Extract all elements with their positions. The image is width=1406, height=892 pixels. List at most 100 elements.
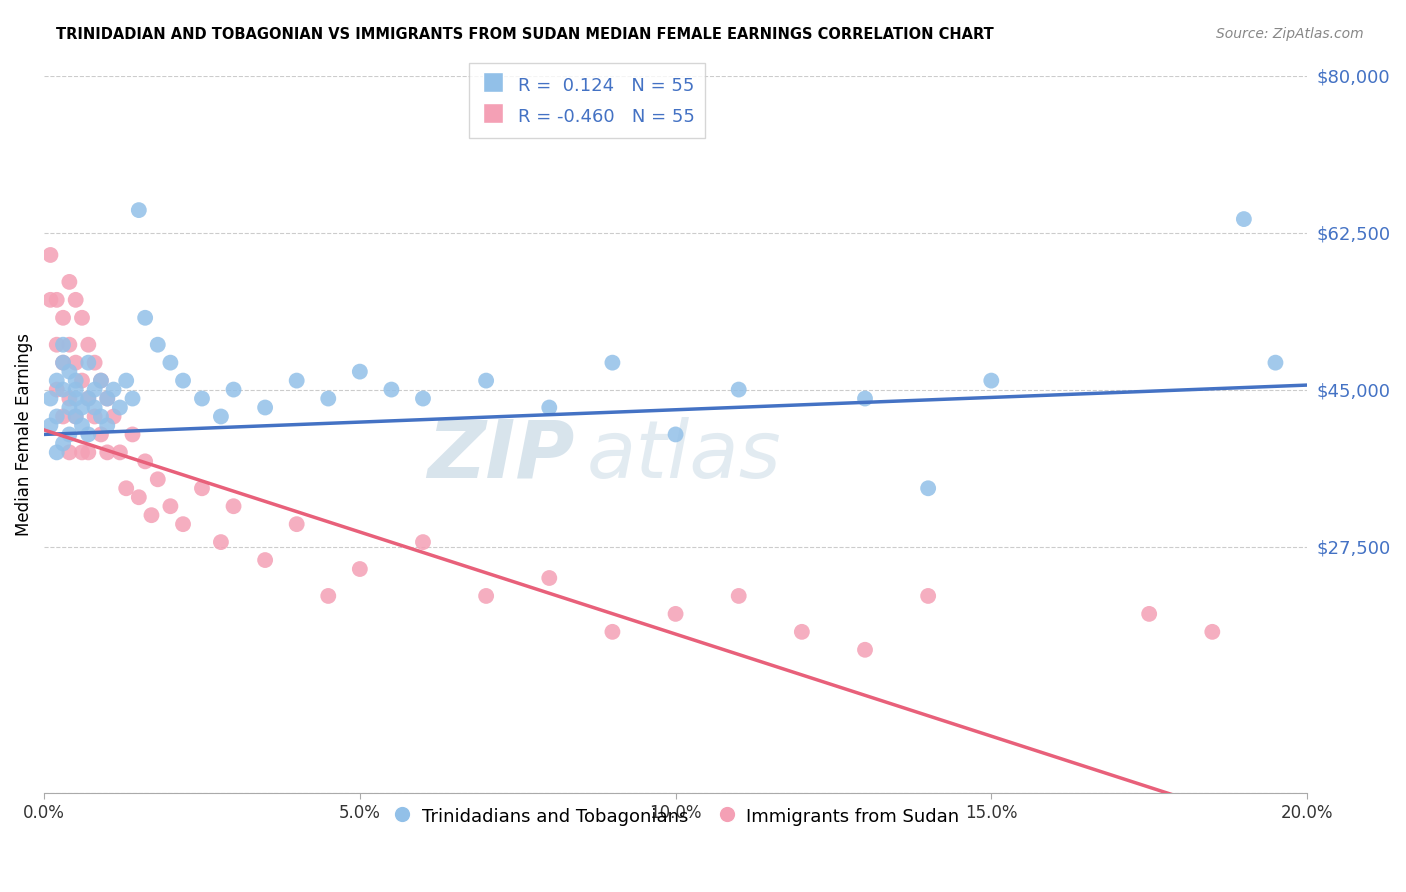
Point <box>191 392 214 406</box>
Point <box>412 392 434 406</box>
Point <box>90 374 112 388</box>
Point <box>349 562 371 576</box>
Point <box>52 356 75 370</box>
Point <box>77 337 100 351</box>
Point <box>538 571 561 585</box>
Point <box>134 454 156 468</box>
Text: TRINIDADIAN AND TOBAGONIAN VS IMMIGRANTS FROM SUDAN MEDIAN FEMALE EARNINGS CORRE: TRINIDADIAN AND TOBAGONIAN VS IMMIGRANTS… <box>56 27 994 42</box>
Point <box>70 310 93 325</box>
Point <box>134 310 156 325</box>
Point <box>538 401 561 415</box>
Point <box>191 481 214 495</box>
Point <box>128 203 150 218</box>
Point <box>77 427 100 442</box>
Point <box>159 500 181 514</box>
Y-axis label: Median Female Earnings: Median Female Earnings <box>15 333 32 536</box>
Point <box>90 374 112 388</box>
Point <box>853 392 876 406</box>
Point <box>70 445 93 459</box>
Point <box>172 517 194 532</box>
Point <box>1264 356 1286 370</box>
Point <box>58 445 80 459</box>
Point <box>1233 212 1256 227</box>
Point <box>209 409 232 424</box>
Point <box>77 356 100 370</box>
Text: ZIP: ZIP <box>427 417 575 495</box>
Point <box>664 607 686 621</box>
Text: Source: ZipAtlas.com: Source: ZipAtlas.com <box>1216 27 1364 41</box>
Point <box>96 445 118 459</box>
Point <box>70 374 93 388</box>
Point <box>1137 607 1160 621</box>
Point <box>45 445 67 459</box>
Point <box>209 535 232 549</box>
Point <box>58 392 80 406</box>
Point <box>96 392 118 406</box>
Point <box>58 365 80 379</box>
Point <box>45 337 67 351</box>
Point <box>727 383 749 397</box>
Point <box>39 293 62 307</box>
Point <box>917 481 939 495</box>
Point <box>602 624 624 639</box>
Point <box>45 383 67 397</box>
Point <box>727 589 749 603</box>
Point <box>790 624 813 639</box>
Point <box>83 409 105 424</box>
Point <box>103 409 125 424</box>
Point <box>77 392 100 406</box>
Point <box>70 418 93 433</box>
Point <box>65 374 87 388</box>
Point <box>349 365 371 379</box>
Point <box>83 401 105 415</box>
Point <box>58 427 80 442</box>
Point <box>146 337 169 351</box>
Point <box>853 642 876 657</box>
Point <box>58 337 80 351</box>
Point <box>121 392 143 406</box>
Point <box>52 409 75 424</box>
Point <box>39 248 62 262</box>
Point <box>254 553 277 567</box>
Point <box>45 409 67 424</box>
Point <box>141 508 163 523</box>
Point <box>115 481 138 495</box>
Point <box>475 374 498 388</box>
Point <box>90 427 112 442</box>
Point <box>121 427 143 442</box>
Point <box>380 383 402 397</box>
Point <box>602 356 624 370</box>
Point <box>52 356 75 370</box>
Point <box>39 392 62 406</box>
Point <box>917 589 939 603</box>
Point <box>146 472 169 486</box>
Point <box>65 293 87 307</box>
Point <box>52 383 75 397</box>
Point <box>108 445 131 459</box>
Point <box>52 436 75 450</box>
Point <box>45 374 67 388</box>
Point <box>65 409 87 424</box>
Point <box>316 392 339 406</box>
Point <box>285 517 308 532</box>
Point <box>222 500 245 514</box>
Point <box>83 356 105 370</box>
Point <box>96 418 118 433</box>
Point <box>58 275 80 289</box>
Point <box>65 356 87 370</box>
Point <box>52 310 75 325</box>
Point <box>65 383 87 397</box>
Point <box>103 383 125 397</box>
Point <box>45 293 67 307</box>
Point <box>58 401 80 415</box>
Point <box>52 337 75 351</box>
Point <box>65 392 87 406</box>
Point <box>77 392 100 406</box>
Point <box>128 490 150 504</box>
Point <box>115 374 138 388</box>
Point <box>475 589 498 603</box>
Point <box>222 383 245 397</box>
Point <box>96 392 118 406</box>
Point <box>664 427 686 442</box>
Point <box>159 356 181 370</box>
